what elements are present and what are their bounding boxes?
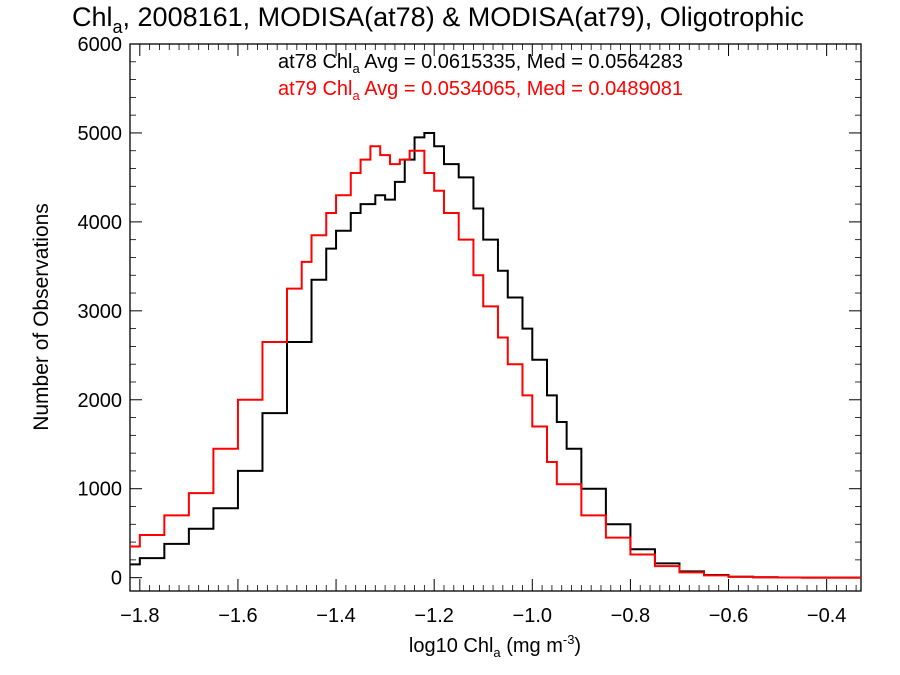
x-tick-label: −1.4: [316, 605, 355, 627]
axis-ticks: [130, 43, 861, 591]
x-tick-label: −1.8: [120, 605, 159, 627]
x-tick-label: −1.2: [414, 605, 453, 627]
series-at78: [130, 131, 861, 579]
x-tick-label: −0.6: [709, 605, 748, 627]
y-tick-label: 1000: [78, 479, 123, 501]
y-tick-label: 4000: [78, 212, 123, 234]
plot-frame: [129, 43, 862, 592]
x-tick-label: −0.4: [807, 605, 846, 627]
y-axis-label: Number of Observations: [30, 203, 53, 431]
y-tick-labels: 0 1000 2000 3000 4000 5000 6000: [78, 34, 123, 590]
x-tick-label: −1.0: [513, 605, 552, 627]
x-axis-label: log10 Chla (mg m-3): [409, 632, 581, 660]
y-tick-label: 6000: [78, 34, 123, 56]
annotation-at79: at79 Chla Avg = 0.0534065, Med = 0.04890…: [278, 78, 683, 103]
y-tick-label: 5000: [78, 123, 123, 145]
y-tick-label: 3000: [78, 301, 123, 323]
chart-title: Chla, 2008161, MODISA(at78) & MODISA(at7…: [72, 2, 804, 37]
x-tick-label: −1.6: [218, 605, 257, 627]
annotation-at78: at78 Chla Avg = 0.0615335, Med = 0.05642…: [278, 51, 683, 76]
series-lines: [130, 131, 861, 579]
x-tick-labels: −1.8 −1.6 −1.4 −1.2 −1.0 −0.8 −0.6 −0.4: [120, 605, 846, 627]
x-tick-label: −0.8: [611, 605, 650, 627]
series-at79: [130, 145, 861, 579]
y-tick-label: 0: [111, 568, 122, 590]
y-tick-label: 2000: [78, 390, 123, 412]
